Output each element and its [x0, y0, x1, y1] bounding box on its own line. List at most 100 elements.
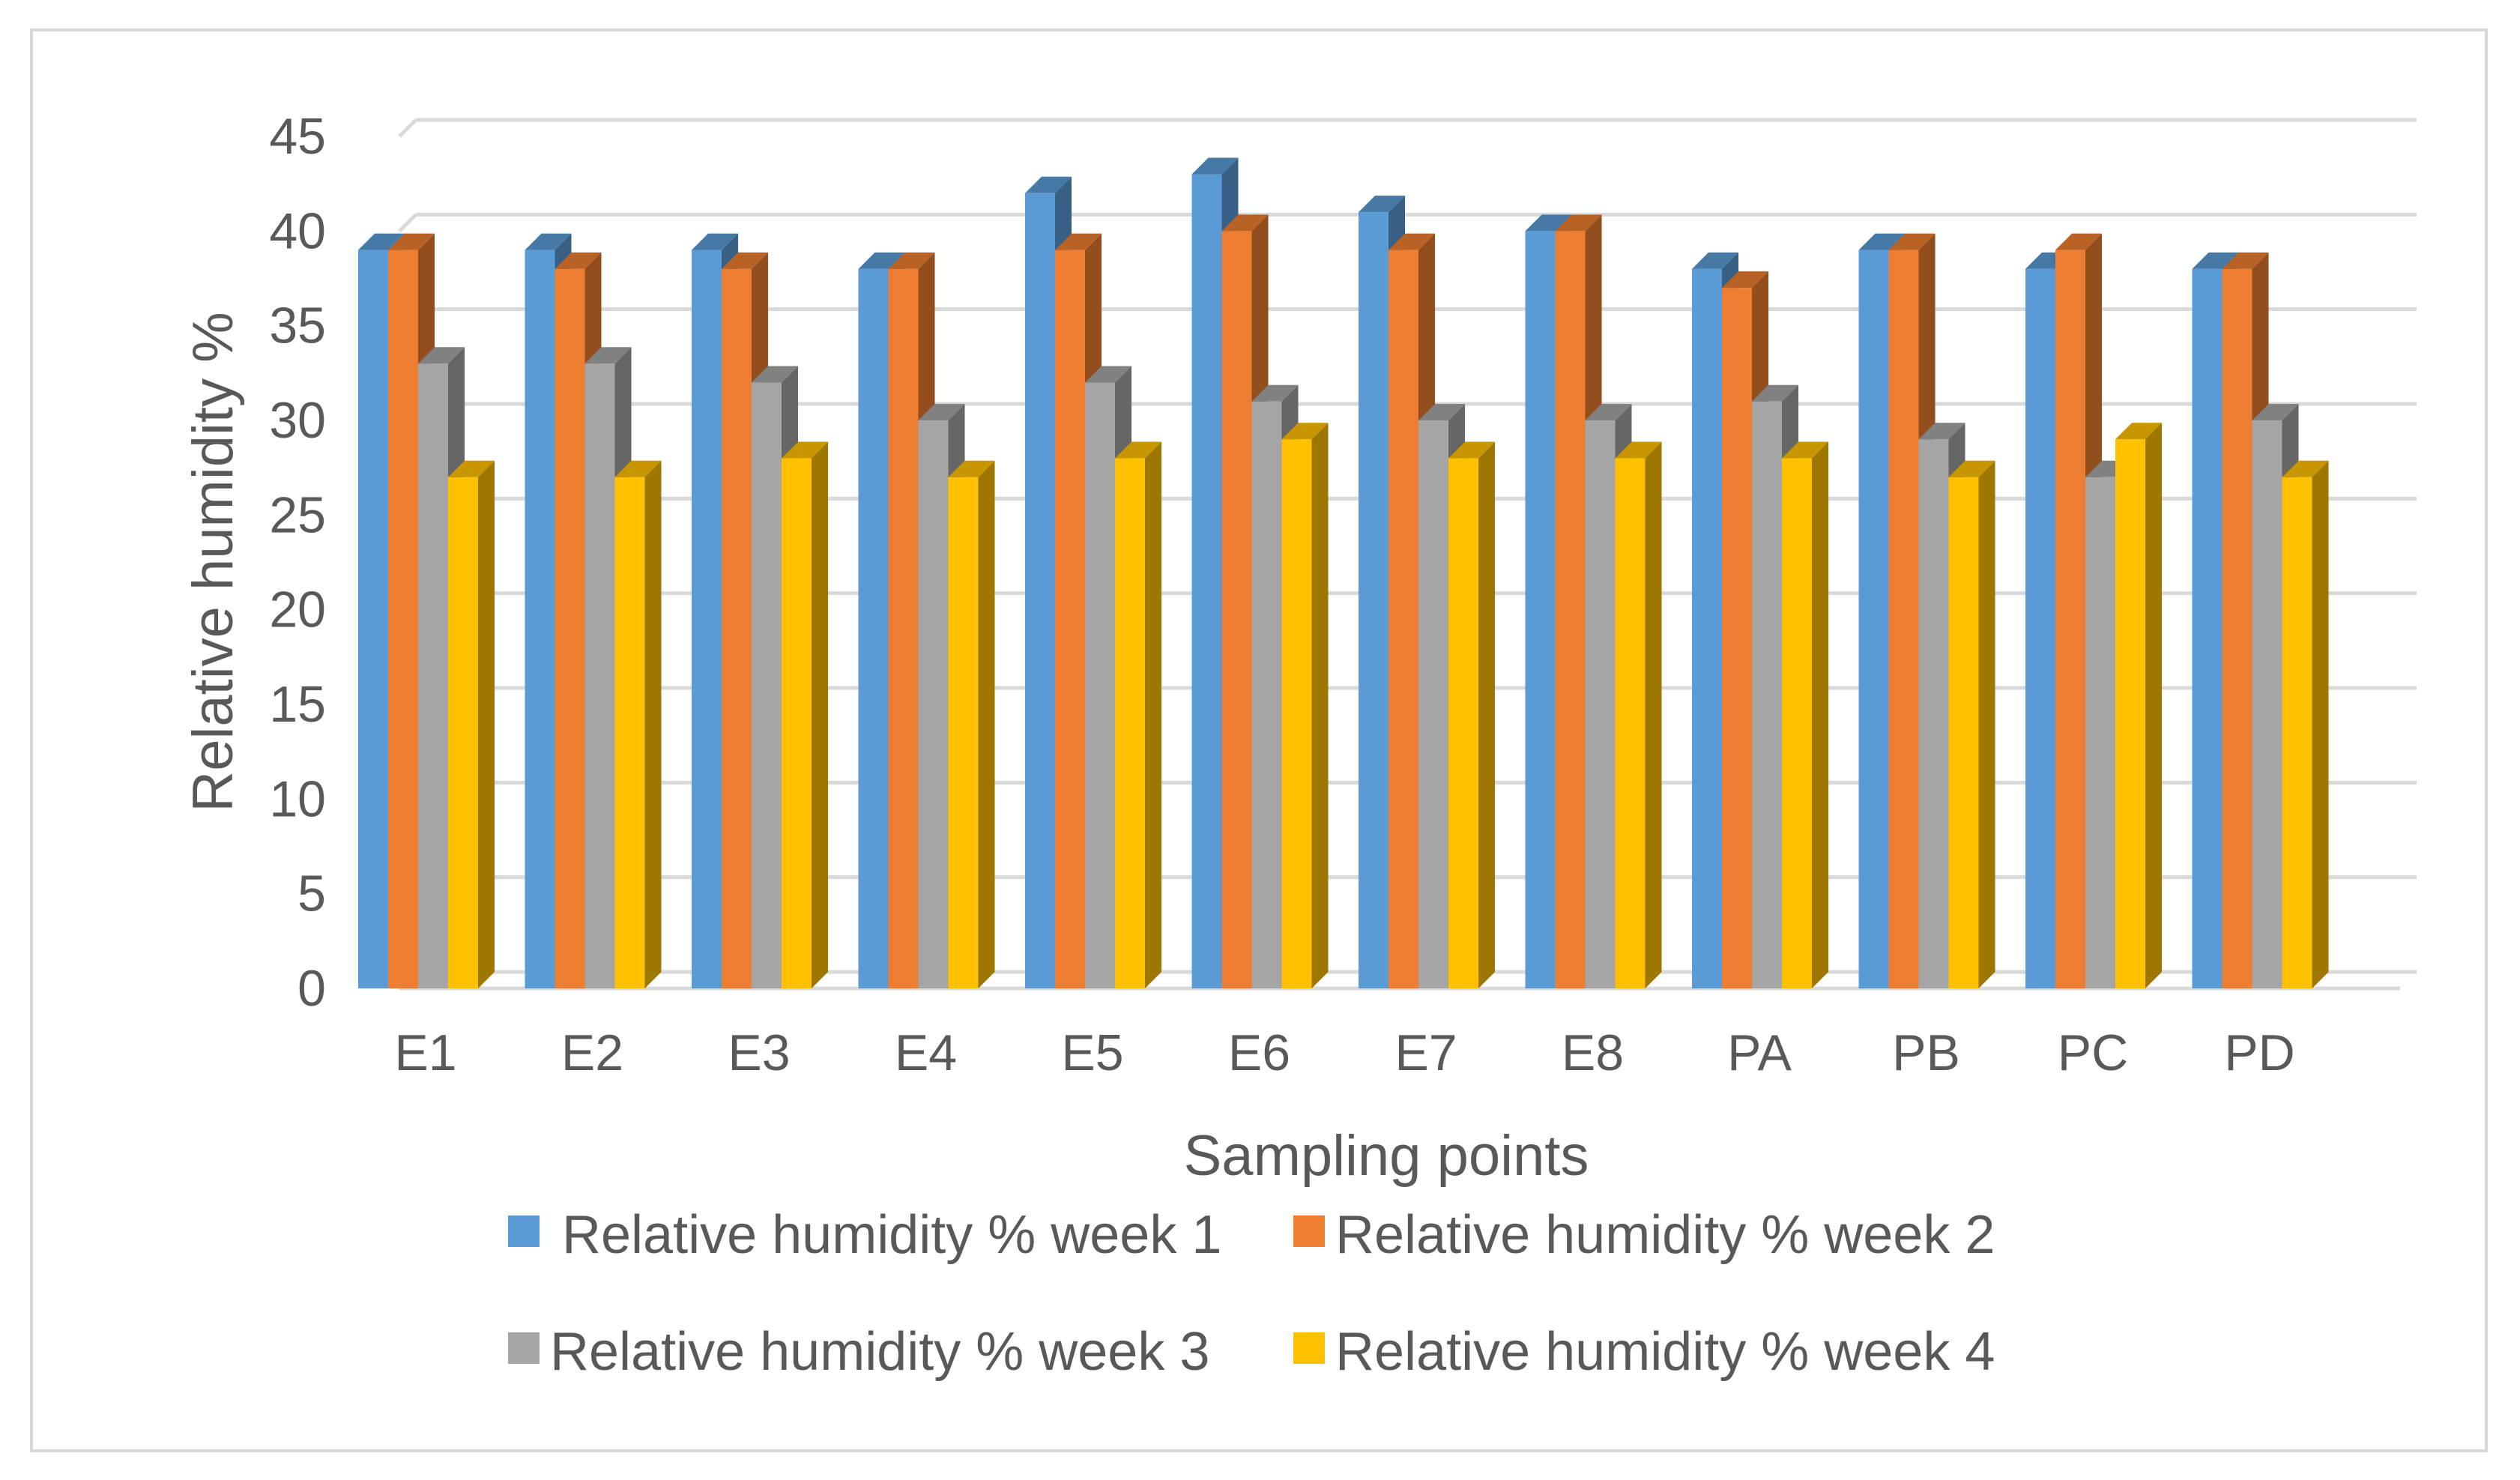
- axis-ticks: 0 5 10 15 20 25 30 35 40 45 E1 E2 E3 E4 E5 E6 E7 E8 PA PB PC…: [269, 108, 2294, 1081]
- bar-top: [1555, 214, 1602, 232]
- gridline-depth: [398, 213, 417, 233]
- bar-side: [1311, 423, 1329, 988]
- bar-PC-week4: [2115, 423, 2162, 988]
- bar-front: [448, 477, 478, 988]
- bar-top: [1251, 384, 1299, 402]
- bar-front: [888, 268, 919, 988]
- bar-front: [782, 458, 812, 988]
- bar-front: [1085, 382, 1115, 988]
- bar-front: [1555, 231, 1586, 988]
- bar-front: [1722, 288, 1752, 989]
- x-tick-label: PD: [2224, 1024, 2294, 1081]
- bar-PB-week2: [1888, 233, 1936, 989]
- bar-top: [1359, 196, 1405, 213]
- legend-label: Relative humidity % week 3: [550, 1322, 1209, 1382]
- bar-front: [2025, 268, 2055, 988]
- bar-PD-week4: [2282, 460, 2329, 988]
- x-tick-label: E7: [1395, 1024, 1457, 1081]
- bar-top: [2252, 404, 2299, 420]
- bar-front: [1948, 477, 1979, 988]
- bar-front: [722, 268, 752, 988]
- bar-E2-week4: [614, 460, 662, 988]
- bar-top: [2055, 233, 2102, 250]
- bar-top: [692, 233, 738, 250]
- y-tick-label: 5: [297, 866, 326, 922]
- bar-top: [1752, 384, 1798, 402]
- bar-top: [1085, 366, 1131, 383]
- bar-front: [1115, 458, 1145, 988]
- bar-top: [948, 460, 995, 477]
- bar-front: [2222, 268, 2252, 988]
- bar-front: [1191, 174, 1222, 989]
- x-tick-label: E2: [561, 1024, 623, 1081]
- gridline-depth: [398, 118, 417, 138]
- bar-top: [388, 233, 435, 250]
- bar-top: [584, 347, 632, 364]
- bar-front: [555, 268, 585, 988]
- legend-swatch: [1293, 1332, 1325, 1364]
- bar-top: [1055, 233, 1102, 250]
- y-tick-label: 40: [269, 202, 326, 259]
- y-tick-label: 10: [269, 770, 326, 827]
- bar-front: [388, 250, 418, 989]
- bar-side: [1978, 460, 1995, 988]
- bar-top: [1221, 214, 1269, 232]
- bar-top: [1281, 423, 1329, 440]
- y-tick-label: 0: [297, 960, 326, 1017]
- bar-front: [1858, 250, 1889, 989]
- bar-E5-week4: [1115, 441, 1161, 988]
- y-tick-label: 20: [269, 582, 326, 638]
- bar-front: [918, 420, 949, 988]
- bar-side: [1645, 441, 1662, 988]
- bar-front: [2192, 268, 2223, 988]
- x-tick-label: E6: [1228, 1024, 1290, 1081]
- bar-front: [1418, 420, 1448, 988]
- bar-top: [918, 404, 965, 420]
- bar-side: [1812, 441, 1828, 988]
- bar-top: [1191, 157, 1239, 175]
- bar-top: [1722, 271, 1768, 289]
- bar-top: [858, 252, 905, 269]
- bar-front: [1025, 193, 1055, 988]
- bar-side: [2145, 423, 2162, 988]
- bar-top: [2222, 252, 2269, 269]
- bar-top: [1585, 404, 1632, 420]
- bar-front: [752, 382, 782, 988]
- bar-side: [644, 460, 662, 988]
- bar-top: [358, 233, 405, 250]
- bar-front: [2115, 439, 2145, 988]
- bar-top: [614, 460, 662, 477]
- x-tick-label: E1: [394, 1024, 456, 1081]
- bar-top: [1525, 214, 1572, 232]
- bar-E6-week4: [1281, 423, 1329, 988]
- bar-top: [1948, 460, 1995, 477]
- bar-front: [2252, 420, 2282, 988]
- legend-label: Relative humidity % week 1: [562, 1205, 1221, 1265]
- x-tick-label: E8: [1562, 1024, 1624, 1081]
- legend: Relative humidity % week 1 Relative humid…: [508, 1205, 1995, 1382]
- bar-front: [858, 268, 889, 988]
- bar-side: [2312, 460, 2329, 988]
- bar-top: [2115, 423, 2162, 440]
- bar-E1-week4: [448, 460, 495, 988]
- legend-swatch: [508, 1332, 540, 1364]
- bar-top: [555, 252, 602, 269]
- bar-front: [1752, 401, 1782, 988]
- bar-top: [1858, 233, 1906, 250]
- bar-top: [418, 347, 465, 364]
- y-tick-label: 15: [269, 676, 326, 733]
- bar-top: [1615, 441, 1662, 459]
- bars: [358, 157, 2329, 989]
- bar-top: [1448, 441, 1495, 459]
- bar-front: [2282, 477, 2312, 988]
- bar-front: [692, 250, 722, 989]
- bar-front: [525, 250, 555, 989]
- x-axis-title: Sampling points: [1184, 1124, 1589, 1188]
- bar-front: [2055, 250, 2085, 989]
- bar-front: [614, 477, 645, 988]
- y-tick-label: 30: [269, 392, 326, 449]
- bar-front: [1585, 420, 1616, 988]
- bar-front: [1448, 458, 1478, 988]
- bar-front: [1888, 250, 1919, 989]
- bar-PA-week4: [1782, 441, 1828, 988]
